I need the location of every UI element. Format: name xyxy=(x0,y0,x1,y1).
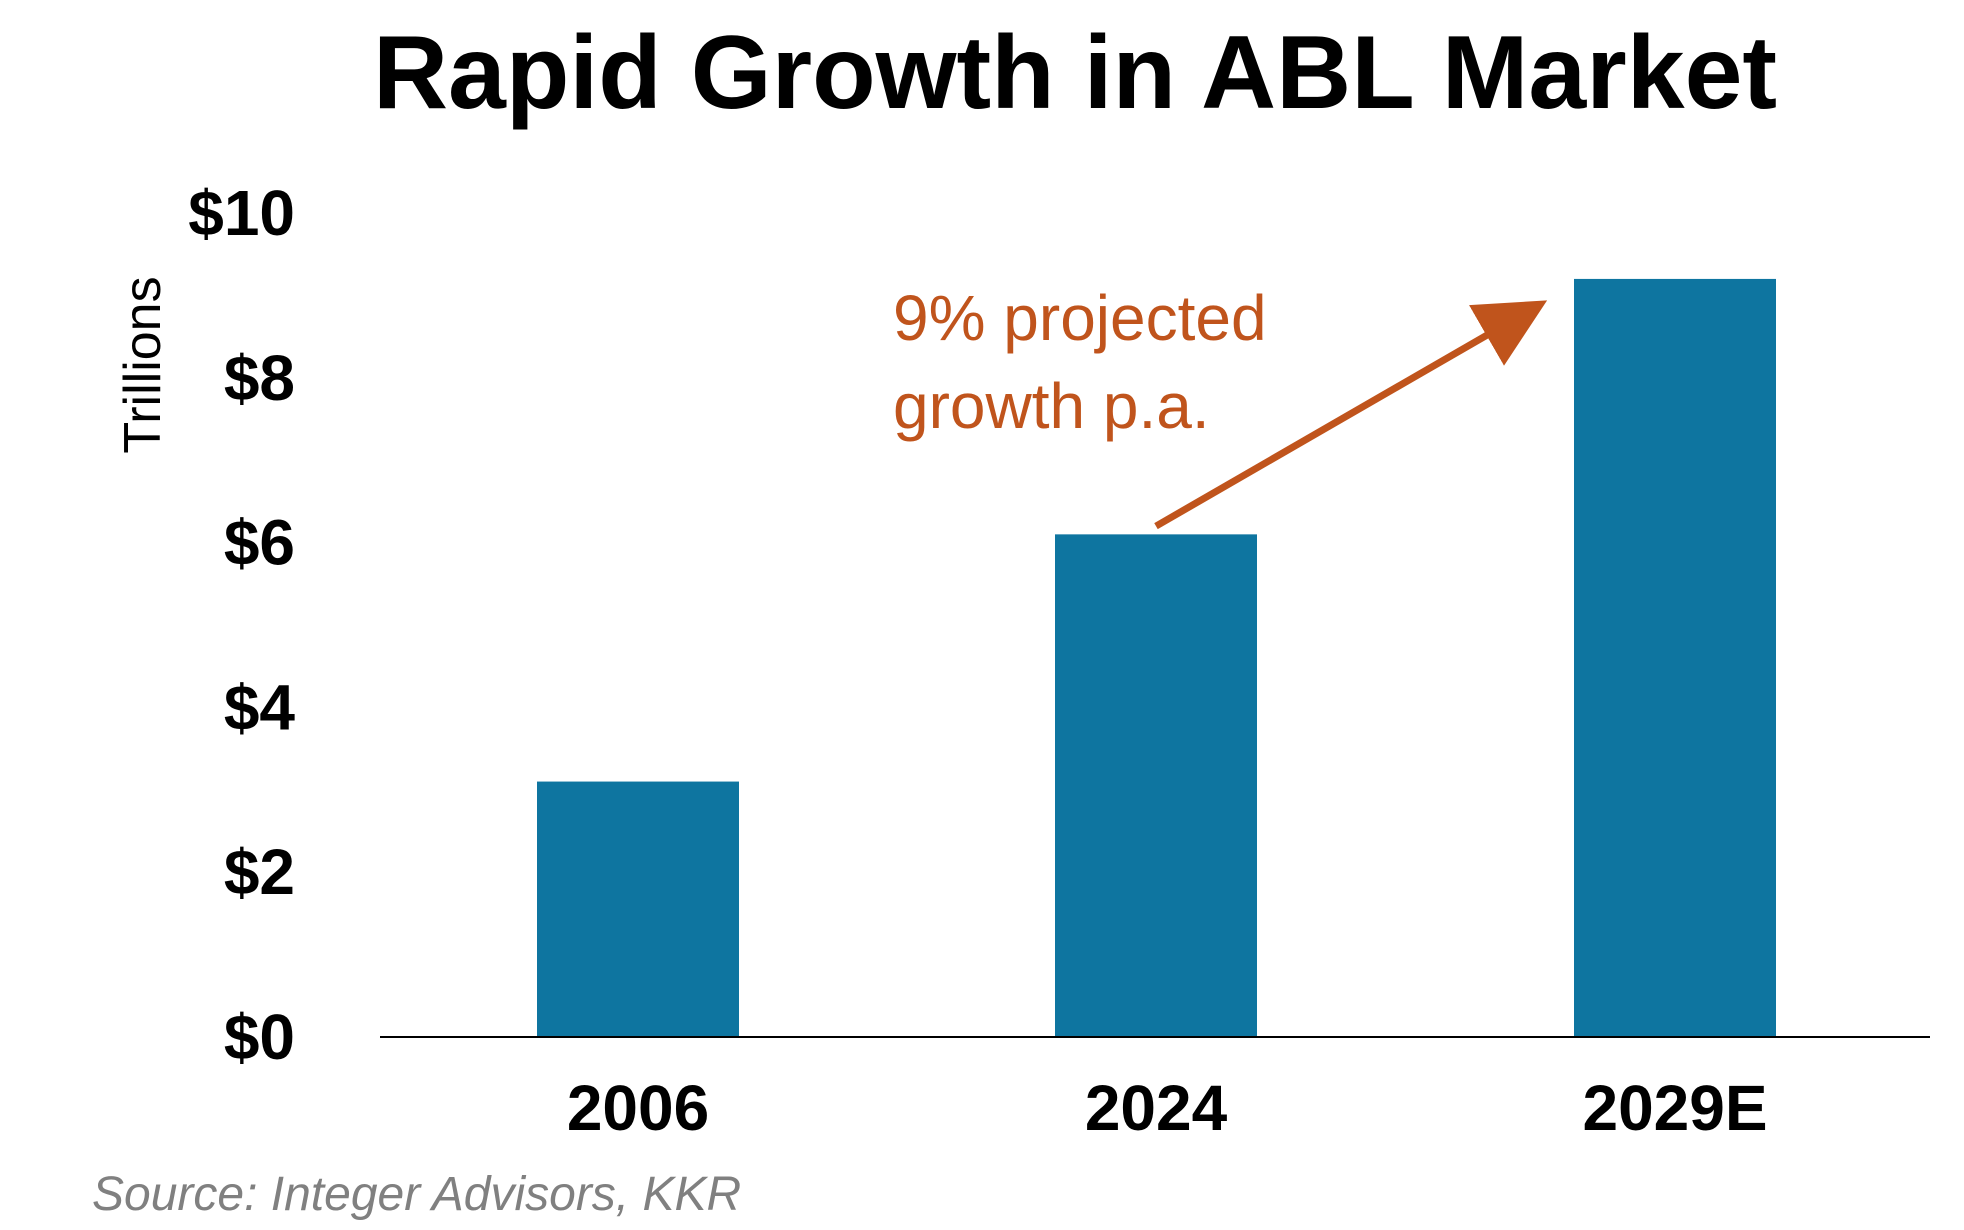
y-tick-label: $4 xyxy=(224,671,296,743)
y-tick-label: $10 xyxy=(188,177,295,249)
y-tick-label: $6 xyxy=(224,507,295,579)
y-axis-label: Trillions xyxy=(114,276,172,453)
bar-2006 xyxy=(537,781,739,1037)
growth-annotation: 9% projected growth p.a. xyxy=(893,282,1548,530)
source-note: Source: Integer Advisors, KKR xyxy=(92,1168,741,1221)
bar-2029e xyxy=(1574,278,1776,1037)
annotation-line-2: growth p.a. xyxy=(893,370,1210,442)
x-tick-label: 2024 xyxy=(1085,1072,1228,1144)
growth-arrow xyxy=(1154,300,1548,530)
x-tick-label: 2006 xyxy=(567,1072,709,1144)
y-tick-label: $0 xyxy=(224,1001,295,1073)
bar-2024 xyxy=(1055,534,1257,1037)
annotation-line-1: 9% projected xyxy=(893,282,1267,354)
x-axis-ticks: 2006 2024 2029E xyxy=(567,1072,1768,1144)
y-tick-label: $2 xyxy=(224,836,295,908)
y-tick-label: $8 xyxy=(224,342,295,414)
x-tick-label: 2029E xyxy=(1582,1072,1767,1144)
annotation-text: 9% projected growth p.a. xyxy=(893,282,1284,442)
bars xyxy=(537,278,1776,1037)
y-axis-ticks: $0 $2 $4 $6 $8 $10 xyxy=(188,177,295,1073)
chart-title: Rapid Growth in ABL Market xyxy=(373,15,1777,131)
